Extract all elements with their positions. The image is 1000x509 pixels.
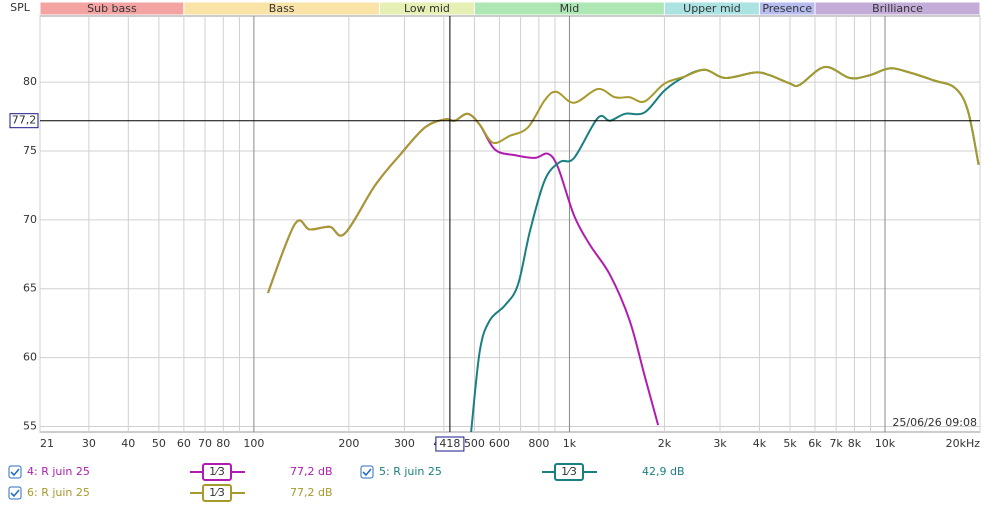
series-group	[267, 65, 980, 432]
x-tick-label: 8k	[848, 437, 862, 450]
timestamp: 25/06/26 09:08	[892, 416, 977, 429]
x-tick-label: 50	[152, 437, 166, 450]
legend-checkbox[interactable]	[8, 486, 22, 500]
y-tick-label: 55	[23, 419, 37, 432]
band-label: Upper mid	[683, 2, 741, 15]
cursor-y-label: 77,2	[12, 114, 37, 127]
cursor-x-label: 418	[439, 437, 460, 450]
x-tick-label: 60	[177, 437, 191, 450]
x-tick-label: 5k	[783, 437, 797, 450]
legend-check	[10, 489, 20, 498]
x-tick-label: 1k	[563, 437, 577, 450]
x-tick-label: 100	[243, 437, 264, 450]
smoothing-button[interactable]	[202, 463, 232, 481]
cursor-x-box	[435, 436, 465, 452]
smoothing-label: 1⁄3	[209, 486, 225, 499]
x-tick-label: 21	[40, 437, 54, 450]
y-tick-label: 65	[23, 282, 37, 295]
x-tick-label: 80	[216, 437, 230, 450]
x-tick-label: 200	[338, 437, 359, 450]
band-label: Sub bass	[87, 2, 137, 15]
band-label: Brilliance	[872, 2, 923, 15]
x-tick-label: 3k	[713, 437, 727, 450]
x-tick-label: 800	[528, 437, 549, 450]
x-tick-label: 30	[82, 437, 96, 450]
legend-checkbox[interactable]	[360, 465, 374, 479]
band-label: Bass	[269, 2, 295, 15]
cursor-y-box	[9, 113, 39, 129]
legend-check	[10, 468, 20, 477]
legend-name: 6: R juin 25	[27, 486, 90, 499]
x-tick-label: 600	[489, 437, 510, 450]
legend-check	[362, 468, 372, 477]
legend-checkbox[interactable]	[8, 465, 22, 479]
x-tick-label: 40	[121, 437, 135, 450]
plot-area	[39, 15, 981, 433]
smoothing-button[interactable]	[202, 484, 232, 502]
y-tick-label: 60	[23, 351, 37, 364]
x-tick-label: 20kHz	[946, 437, 981, 450]
legend-readout: 77,2 dB	[290, 465, 333, 478]
x-tick-label: 4k	[753, 437, 767, 450]
x-tick-label: 6k	[808, 437, 822, 450]
series-line	[267, 65, 980, 294]
y-tick-label: 80	[23, 75, 37, 88]
band-label: Mid	[560, 2, 580, 15]
x-tick-label: 2k	[658, 437, 672, 450]
band-label: Presence	[762, 2, 812, 15]
legend-name: 4: R juin 25	[27, 465, 90, 478]
x-tick-label: 70	[198, 437, 212, 450]
smoothing-button[interactable]	[554, 463, 584, 481]
y-axis-label: SPL	[10, 1, 31, 14]
smoothing-label: 1⁄3	[561, 465, 577, 478]
y-tick-label: 70	[23, 213, 37, 226]
legend-readout: 42,9 dB	[642, 465, 685, 478]
x-tick-label: 500	[464, 437, 485, 450]
legend-name: 5: R juin 25	[379, 465, 442, 478]
x-tick-label: 10k	[875, 437, 896, 450]
smoothing-label: 1⁄3	[209, 465, 225, 478]
band-label: Low mid	[404, 2, 450, 15]
band	[814, 1, 981, 16]
y-tick-label: 75	[23, 144, 37, 157]
x-tick-label: 7k	[829, 437, 843, 450]
legend-readout: 77,2 dB	[290, 486, 333, 499]
x-tick-label: 300	[394, 437, 415, 450]
